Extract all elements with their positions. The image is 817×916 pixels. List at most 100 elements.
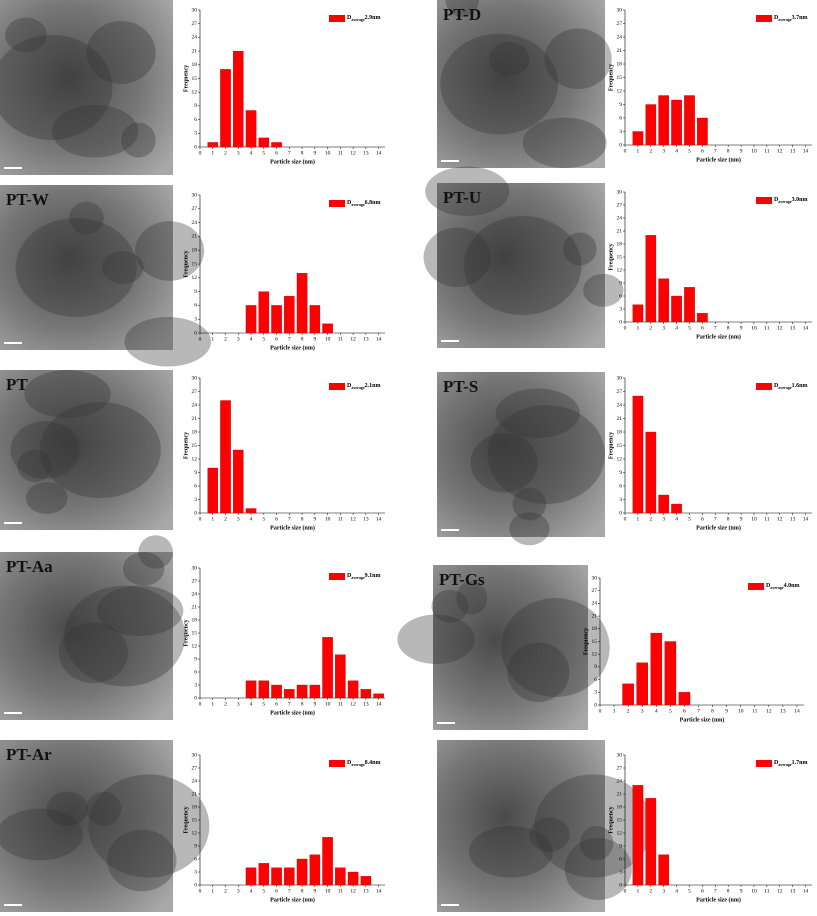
x-tick-label: 13 [790,325,796,331]
bar [309,305,321,334]
x-tick-label: 13 [780,708,786,714]
y-tick-label: 12 [192,89,198,95]
tem-image [437,0,605,168]
bar [658,494,669,514]
bar [322,837,333,886]
bar [347,680,359,699]
x-tick-label: 1 [637,516,640,522]
x-tick-label: 10 [751,516,757,522]
x-tick-label: 10 [325,336,331,342]
x-tick-label: 2 [224,888,227,894]
y-tick-label: 3 [619,869,622,875]
y-tick-label: 15 [617,817,623,823]
y-tick-label: 0 [594,702,597,708]
tem-image [0,370,173,530]
x-tick-label: 0 [624,516,627,522]
tem-feature [58,622,129,684]
x-tick-label: 5 [688,888,691,894]
y-tick-label: 0 [194,330,197,336]
y-axis-label: Frequency [608,432,614,459]
x-tick-label: 2 [627,708,630,714]
x-tick-label: 3 [662,325,665,331]
x-tick-label: 11 [752,708,758,714]
x-tick-label: 6 [701,888,704,894]
legend-text: Daverage6.8nm [347,200,381,207]
y-tick-label: 24 [192,35,198,41]
x-tick-label: 8 [727,888,730,894]
x-tick-label: 4 [655,708,658,714]
y-tick-label: 9 [194,289,197,295]
y-tick-label: 30 [617,7,623,13]
y-tick-label: 6 [619,293,622,299]
y-tick-label: 18 [192,804,198,810]
legend-value: 2.1nm [365,383,381,389]
legend-main: D [774,383,779,389]
y-tick-label: 27 [192,21,198,27]
x-tick-label: 4 [675,516,678,522]
legend-value: 8.4nm [365,760,381,766]
y-tick-label: 9 [194,843,197,849]
bar [284,689,295,699]
bar [245,680,257,699]
y-tick-label: 9 [619,470,622,476]
x-tick-label: 11 [764,148,770,154]
x-tick-label: 9 [740,325,743,331]
y-tick-label: 21 [617,48,623,54]
legend-main: D [347,383,352,389]
legend-main: D [766,583,771,589]
y-tick-label: 3 [194,869,197,875]
y-tick-label: 21 [192,791,198,797]
bar [678,692,691,706]
x-tick-label: 3 [641,708,644,714]
legend-main: D [347,200,352,206]
x-tick-label: 8 [301,516,304,522]
x-tick-label: 2 [224,336,227,342]
bar [296,273,308,334]
y-tick-label: 6 [619,856,622,862]
bar [220,69,231,148]
tem-image [0,185,173,350]
x-tick-label: 8 [727,148,730,154]
legend-value: 1.6nm [792,383,808,389]
x-tick-label: 7 [714,148,717,154]
x-tick-label: 3 [237,516,240,522]
y-tick-label: 30 [617,189,623,195]
y-tick-label: 30 [192,752,198,758]
x-tick-label: 12 [766,708,772,714]
bar [335,654,346,699]
bar [245,508,257,514]
bar [271,867,282,886]
y-tick-label: 9 [194,103,197,109]
x-tick-label: 0 [199,336,202,342]
tem-image [433,565,588,730]
x-tick-label: 3 [237,701,240,707]
y-tick-label: 24 [617,215,623,221]
x-tick-label: 0 [624,148,627,154]
x-tick-label: 10 [751,325,757,331]
x-axis-label: Particle size (nm) [270,709,315,716]
x-tick-label: 6 [275,701,278,707]
legend-text: Daverage9.1nm [347,573,381,580]
legend-text: Daverage1.7nm [774,760,808,767]
x-tick-label: 7 [288,150,291,156]
y-tick-label: 18 [192,62,198,68]
bar [309,684,321,699]
legend-swatch [756,197,772,204]
x-tick-label: 5 [262,336,265,342]
x-tick-label: 9 [313,701,316,707]
x-tick-label: 7 [714,325,717,331]
tem-feature [440,33,558,135]
x-tick-label: 13 [790,888,796,894]
tem-feature [495,388,580,438]
x-tick-label: 11 [338,516,344,522]
y-tick-label: 24 [192,591,198,597]
x-tick-label: 0 [624,888,627,894]
x-tick-label: 14 [376,516,382,522]
y-tick-label: 15 [617,443,623,449]
x-axis-label: Particle size (nm) [270,524,315,531]
x-tick-label: 5 [669,708,672,714]
x-tick-label: 1 [211,888,214,894]
x-tick-label: 8 [301,336,304,342]
